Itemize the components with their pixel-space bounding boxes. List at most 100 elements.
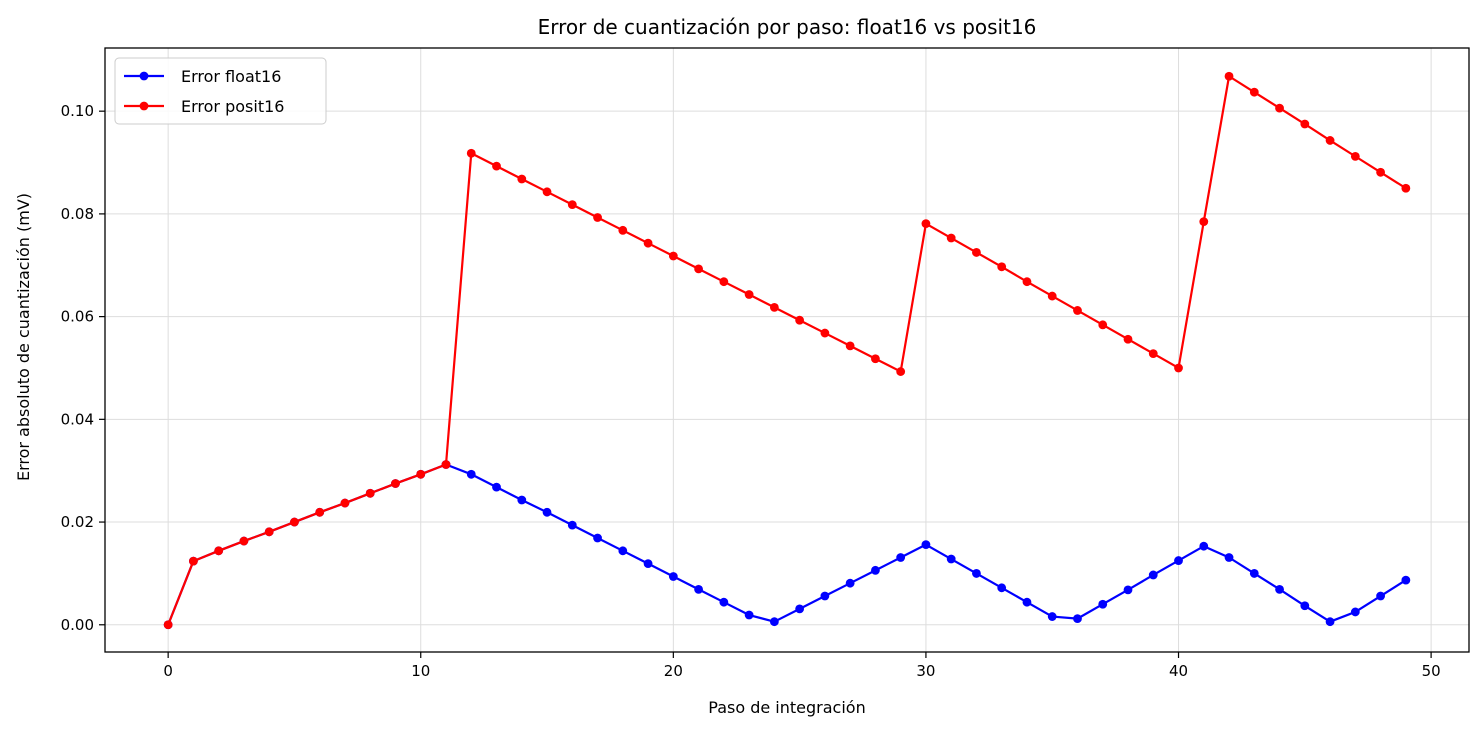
legend-label: Error float16 (181, 67, 281, 86)
data-point (1123, 334, 1133, 344)
data-point (1300, 119, 1310, 129)
y-axis-label: Error absoluto de cuantización (mV) (14, 193, 33, 481)
data-point (542, 507, 552, 517)
data-point (391, 479, 400, 488)
data-point (795, 315, 805, 325)
data-point (1401, 183, 1411, 193)
data-point (365, 488, 375, 498)
data-point (946, 233, 956, 243)
data-point (593, 213, 602, 222)
y-tick-label: 0.04 (61, 410, 94, 428)
data-point (1098, 320, 1108, 330)
data-point (1073, 614, 1082, 624)
x-tick-label: 50 (1422, 662, 1441, 680)
data-point (643, 559, 653, 569)
series-posit16 (163, 71, 1411, 630)
x-tick-label: 0 (163, 662, 173, 680)
plot-frame (104, 47, 1470, 653)
data-point (1376, 167, 1385, 177)
data-point (618, 546, 628, 556)
grid (105, 48, 1469, 652)
data-point (719, 277, 729, 287)
data-point (1199, 541, 1209, 551)
data-point (1174, 363, 1183, 373)
x-tick-label: 10 (411, 662, 430, 680)
data-point (1275, 103, 1284, 113)
data-point (567, 520, 577, 530)
legend: Error float16 Error posit16 (114, 57, 327, 125)
data-point (163, 620, 173, 630)
data-point (618, 225, 628, 235)
data-point (694, 264, 703, 274)
data-point (290, 517, 299, 527)
data-point (593, 533, 602, 543)
data-point (492, 482, 501, 492)
data-point (896, 367, 906, 376)
data-point (517, 495, 527, 505)
data-point (1047, 612, 1057, 621)
data-point (214, 546, 224, 556)
data-point (1325, 617, 1335, 627)
data-point (694, 584, 703, 594)
x-tick-label: 30 (916, 662, 935, 680)
data-point (1350, 151, 1360, 161)
data-point (239, 536, 249, 546)
data-point (1325, 136, 1335, 145)
data-point (845, 341, 855, 351)
data-point (820, 328, 830, 338)
data-point (466, 148, 476, 158)
legend-marker (139, 101, 149, 111)
data-point (416, 469, 426, 479)
data-point (845, 578, 855, 588)
data-point (542, 187, 552, 197)
y-tick-label: 0.10 (61, 102, 94, 120)
data-point (668, 572, 678, 581)
data-point (972, 569, 981, 578)
data-point (997, 262, 1007, 272)
y-tick-label: 0.06 (61, 308, 94, 326)
data-point (1123, 585, 1133, 595)
data-point (1148, 570, 1158, 580)
data-point (1249, 569, 1259, 578)
chart-title: Error de cuantización por paso: float16 … (538, 15, 1037, 39)
data-point (643, 238, 653, 248)
data-point (744, 610, 754, 620)
data-point (997, 583, 1007, 593)
y-tick-label: 0.02 (61, 513, 94, 531)
y-tick-label: 0.08 (61, 205, 94, 223)
data-point (946, 554, 956, 564)
data-point (1350, 607, 1360, 617)
x-tick-label: 20 (664, 662, 683, 680)
data-point (1047, 291, 1057, 301)
data-point (871, 565, 880, 575)
data-point (1401, 575, 1411, 585)
data-point (1174, 556, 1183, 565)
data-point (820, 591, 830, 601)
data-point (1022, 277, 1032, 287)
legend-label: Error posit16 (181, 97, 284, 116)
data-point (769, 302, 779, 312)
data-point (972, 248, 981, 257)
data-point (921, 219, 931, 229)
data-point (1199, 217, 1209, 226)
data-point (719, 597, 729, 607)
data-point (744, 290, 754, 299)
data-point (466, 469, 476, 479)
ticks: 0 10 20 30 40 50 0.00 0.02 0.04 0.06 0.08 0.10 (61, 102, 1441, 680)
data-point (795, 604, 805, 614)
series-line (167, 75, 1407, 626)
data-point (1275, 584, 1284, 594)
data-point (492, 161, 501, 171)
data-point (1022, 597, 1032, 607)
data-point (1098, 599, 1108, 609)
legend-box (114, 57, 327, 125)
data-point (769, 617, 779, 627)
data-point (340, 498, 350, 508)
data-point (567, 200, 577, 210)
legend-marker (139, 71, 149, 81)
data-point (921, 540, 931, 550)
data-point (517, 174, 527, 184)
x-axis-label: Paso de integración (708, 698, 865, 717)
series-layer (163, 71, 1411, 630)
data-point (896, 553, 906, 562)
